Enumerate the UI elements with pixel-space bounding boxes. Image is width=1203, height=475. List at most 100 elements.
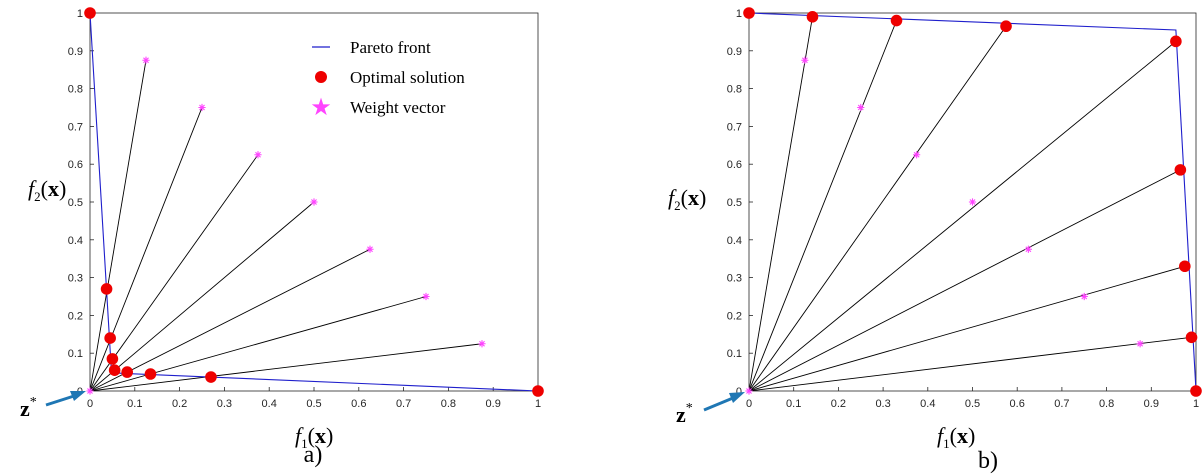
optimal-solution-point: [205, 371, 217, 383]
weight-ray: [89, 343, 483, 392]
y-tick-label: 0.2: [727, 310, 742, 322]
x-tick-label: 0.8: [1099, 398, 1114, 410]
optimal-solution-point: [890, 14, 903, 27]
weight-vectors: [86, 56, 486, 395]
y-ticks: 0 0.1 0.2 0.3 0.4 0.5 0.6 0.7 0.8 0.9 1: [727, 8, 753, 398]
optimal-solution-point: [100, 283, 113, 295]
optimal-solution-point: [1174, 164, 1187, 176]
x-tick-label: 0.1: [786, 398, 801, 410]
x-tick-label: 0.3: [217, 398, 232, 410]
y-tick-label: 0.5: [68, 197, 83, 209]
weight-ray: [748, 16, 813, 392]
x-tick-label: 0.2: [172, 398, 187, 410]
optimal-solution-point: [144, 368, 157, 380]
y-axis-label: f2(x): [28, 176, 66, 204]
weight-vector-point: [478, 340, 486, 348]
y-tick-label: 0.6: [68, 159, 83, 171]
x-ticks: 0 0.1 0.2 0.3 0.4 0.5 0.6 0.7 0.8 0.9 1: [87, 387, 541, 410]
x-tick-label: 0.4: [920, 398, 935, 410]
optimal-solution-point: [743, 7, 755, 19]
y-tick-label: 0.7: [68, 121, 83, 133]
panel-b-label: b): [978, 448, 998, 474]
ideal-point-arrow-head: [70, 391, 86, 401]
y-axis-label: f2(x): [668, 185, 706, 213]
x-ticks: 0 0.1 0.2 0.3 0.4 0.5 0.6 0.7 0.8 0.9 1: [746, 387, 1199, 410]
x-tick-label: 0.5: [965, 398, 980, 410]
panel-a: 0 0.1 0.2 0.3 0.4 0.5 0.6 0.7 0.8 0.9 1 0 0.1 0.2 0.3…: [20, 7, 544, 468]
y-tick-label: 0.9: [727, 46, 742, 58]
weight-vectors: [745, 56, 1144, 395]
weight-ray: [89, 107, 203, 392]
x-tick-label: 1: [535, 398, 541, 410]
weight-vector-point: [1024, 245, 1032, 253]
weight-ray: [748, 265, 1185, 392]
y-tick-label: 0.8: [68, 84, 83, 96]
optimal-solution-point: [1179, 260, 1191, 273]
optimal-solution-point: [806, 10, 819, 23]
weight-ray: [748, 41, 1177, 392]
x-axis-label: f1(x): [295, 423, 333, 451]
ideal-point-arrow-shaft: [45, 394, 75, 407]
weight-vector-point: [254, 151, 262, 159]
x-tick-label: 0: [87, 398, 93, 410]
optimal-solution-point: [532, 385, 544, 397]
weight-vector-point: [968, 198, 977, 206]
optimal-solution-point: [108, 364, 121, 377]
weight-vector-point: [857, 103, 865, 112]
y-tick-label: 0.2: [68, 310, 83, 322]
ideal-point-marker: [745, 387, 753, 395]
y-tick-label: 0.9: [68, 46, 83, 58]
rays: [748, 16, 1192, 392]
y-tick-label: 0: [736, 386, 742, 398]
legend-weight-swatch-icon: ★: [310, 95, 332, 121]
weight-ray: [748, 20, 897, 392]
x-tick-label: 0.8: [441, 398, 456, 410]
x-tick-label: 0.5: [306, 398, 321, 410]
optimal-solution-point: [1000, 20, 1012, 33]
y-tick-label: 0.6: [727, 159, 742, 171]
weight-vector-point: [366, 245, 374, 253]
legend: Pareto front Optimal solution ★ Weight v…: [310, 38, 465, 121]
x-tick-label: 0.9: [486, 398, 501, 410]
weight-ray: [748, 336, 1192, 392]
optimal-solution-point: [104, 332, 116, 344]
weight-ray: [89, 248, 371, 392]
x-tick-label: 0.7: [396, 398, 411, 410]
rays: [89, 60, 483, 392]
weight-ray: [89, 154, 259, 392]
x-tick-label: 0.9: [1144, 398, 1159, 410]
optimal-solution-point: [1185, 331, 1198, 344]
x-tick-label: 1: [1193, 398, 1199, 410]
optimal-solutions: [743, 7, 1202, 397]
optimal-solution-point: [1190, 385, 1202, 397]
weight-ray: [748, 25, 1007, 392]
legend-optimal-label: Optimal solution: [350, 68, 465, 87]
x-tick-label: 0.6: [1010, 398, 1025, 410]
y-tick-label: 0.1: [68, 348, 83, 360]
weight-vector-point: [1080, 292, 1088, 301]
optimal-solution-point: [1170, 35, 1182, 48]
y-tick-label: 0.1: [727, 348, 742, 360]
weight-ray: [89, 60, 147, 392]
x-tick-label: 0.3: [875, 398, 890, 410]
y-tick-label: 0.4: [68, 235, 83, 247]
weight-vector-point: [913, 151, 921, 159]
ideal-point-arrow-shaft: [703, 396, 734, 412]
y-tick-label: 0.3: [727, 273, 742, 285]
weight-vector-point: [422, 292, 430, 301]
legend-weight-label: Weight vector: [350, 98, 446, 117]
x-tick-label: 0: [746, 398, 752, 410]
y-tick-label: 0.8: [727, 84, 742, 96]
x-tick-label: 0.2: [831, 398, 846, 410]
x-tick-label: 0.7: [1054, 398, 1069, 410]
weight-vector-point: [142, 56, 150, 64]
weight-vector-point: [198, 103, 206, 112]
y-tick-label: 1: [736, 8, 742, 20]
legend-front-label: Pareto front: [350, 38, 431, 57]
y-tick-label: 0.3: [68, 273, 83, 285]
weight-ray: [89, 201, 315, 392]
ideal-point-arrow-head: [729, 392, 745, 403]
weight-vector-point: [801, 56, 809, 64]
weight-ray: [748, 169, 1181, 392]
